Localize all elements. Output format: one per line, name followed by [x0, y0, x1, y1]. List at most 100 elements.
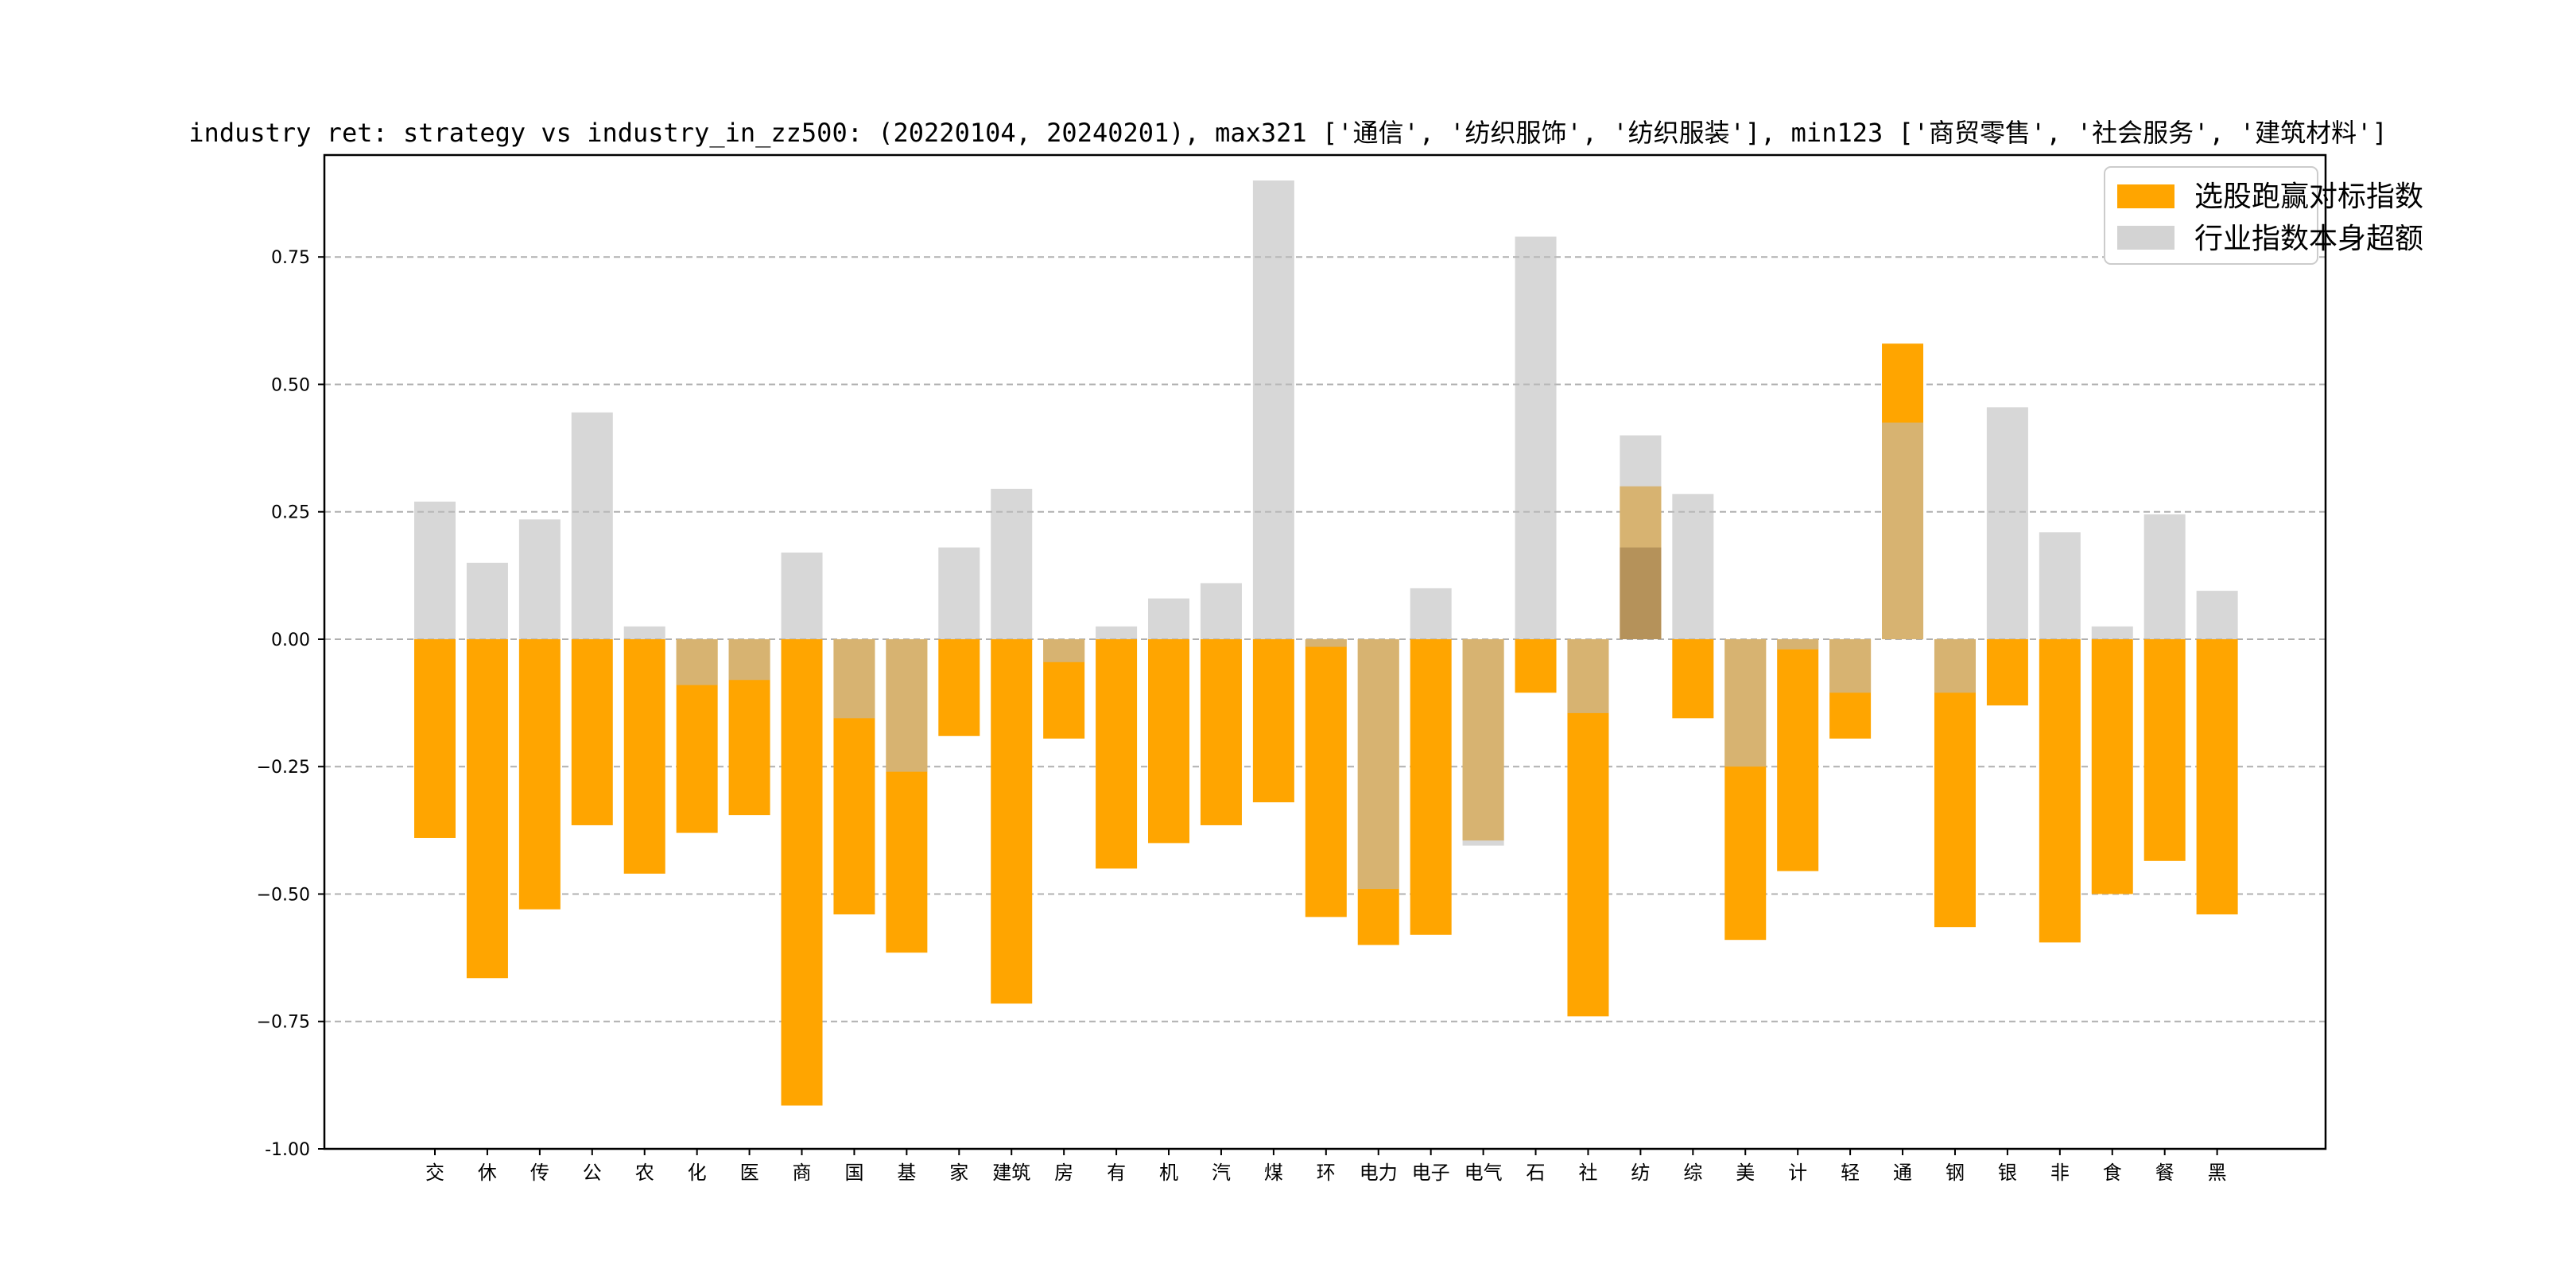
bar-strategy	[571, 638, 613, 825]
x-category-label: 机	[1159, 1162, 1178, 1184]
x-category-label: 纺	[1631, 1162, 1650, 1184]
y-tick-label: 0.50	[271, 375, 310, 395]
bar-strategy	[2039, 638, 2081, 943]
bar-industry	[1096, 626, 1138, 639]
x-category-label: 建筑	[992, 1162, 1030, 1184]
bar-industry	[833, 638, 875, 719]
bar-industry	[1620, 435, 1662, 639]
bar-industry	[1410, 588, 1452, 639]
bar-industry	[1934, 638, 1976, 693]
x-category-label: 交	[425, 1162, 444, 1184]
x-category-label: 环	[1317, 1162, 1336, 1184]
bar-industry	[886, 638, 928, 772]
bar-strategy	[1252, 638, 1294, 803]
x-category-labels: 交 休 传 公 农 化 医 商 国 基 家 建筑 房 有 机 汽 煤 环 电力 电子 电气 石 社 纺 综 美 计 轻 通 钢 银 非 食 餐 黑	[425, 1149, 2227, 1184]
bar-industry	[1515, 236, 1557, 639]
bar-industry	[938, 547, 980, 639]
x-category-label: 餐	[2155, 1162, 2174, 1184]
x-category-label: 商	[793, 1162, 812, 1184]
bar-industry	[1252, 180, 1294, 639]
x-category-label: 农	[635, 1162, 654, 1184]
bar-overlay	[1620, 547, 1662, 639]
bar-industry	[2143, 514, 2186, 639]
legend-swatch-industry	[2117, 226, 2174, 250]
x-category-label: 房	[1054, 1162, 1073, 1184]
bar-industry	[1148, 598, 1190, 639]
bar-strategy	[938, 638, 980, 736]
bar-strategy	[1777, 638, 1819, 871]
x-category-label: 化	[688, 1162, 707, 1184]
x-category-label: 轻	[1841, 1162, 1860, 1184]
x-category-label: 公	[583, 1162, 602, 1184]
y-tick-label: −0.25	[257, 758, 310, 778]
bar-strategy	[1986, 638, 2028, 706]
x-category-label: 社	[1578, 1162, 1597, 1184]
bar-strategy	[1305, 638, 1347, 918]
bar-strategy	[1515, 638, 1557, 693]
bar-industry	[1357, 638, 1399, 890]
bar-industry	[2196, 591, 2238, 639]
x-category-label: 电子	[1412, 1162, 1450, 1184]
axes	[323, 153, 2327, 1150]
bar-strategy	[2143, 638, 2186, 861]
x-category-label: 国	[844, 1162, 863, 1184]
x-category-label: 钢	[1946, 1162, 1965, 1184]
y-tick-label: -1.00	[265, 1140, 310, 1160]
bar-industry	[676, 638, 718, 685]
bar-industry	[2039, 532, 2081, 639]
y-tick-label: 0.00	[271, 630, 310, 650]
bar-industry	[1672, 494, 1714, 639]
bar-industry	[1200, 583, 1242, 639]
x-category-label: 家	[949, 1162, 968, 1184]
x-category-label: 非	[2050, 1162, 2070, 1184]
bar-industry	[1462, 638, 1504, 846]
bar-industry	[991, 488, 1033, 639]
bar-industry	[1305, 638, 1347, 647]
x-category-label: 美	[1736, 1162, 1755, 1184]
bar-strategy	[991, 638, 1033, 1004]
x-category-label: 黑	[2208, 1162, 2227, 1184]
x-category-label: 通	[1893, 1162, 1912, 1184]
bar-industry	[1567, 638, 1609, 713]
bar-industry	[518, 519, 561, 639]
x-category-label: 基	[897, 1162, 916, 1184]
x-category-label: 休	[478, 1162, 497, 1184]
bar-industry	[1777, 638, 1819, 650]
bar-industry	[781, 553, 823, 639]
bar-strategy	[1096, 638, 1138, 869]
legend-swatch-strategy	[2117, 184, 2174, 208]
bar-strategy	[781, 638, 823, 1106]
y-tick-label: −0.50	[257, 885, 310, 905]
bar-strategy	[1672, 638, 1714, 719]
y-tick-label: −0.75	[257, 1013, 310, 1033]
y-tick-label: 0.75	[271, 248, 310, 268]
bar-industry	[2091, 626, 2133, 639]
bar-industry	[571, 412, 613, 639]
x-category-label: 计	[1788, 1162, 1807, 1184]
bar-industry	[414, 501, 456, 639]
bar-strategy	[1148, 638, 1190, 844]
x-category-label: 银	[1998, 1162, 2017, 1184]
legend-label-strategy: 选股跑赢对标指数	[2194, 180, 2423, 213]
bars	[414, 180, 2238, 1106]
bar-strategy	[623, 638, 665, 874]
bar-industry	[1882, 422, 1924, 639]
x-category-label: 煤	[1264, 1162, 1283, 1184]
x-category-label: 电力	[1360, 1162, 1398, 1184]
bar-industry	[623, 626, 665, 639]
bar-strategy	[1410, 638, 1452, 935]
bar-strategy	[414, 638, 456, 838]
x-category-label: 传	[530, 1162, 549, 1184]
y-tick-labels: -1.00 −0.75 −0.50 −0.25 0.00 0.25 0.50 0.75	[257, 248, 324, 1160]
x-category-label: 石	[1527, 1162, 1546, 1184]
x-category-label: 食	[2103, 1162, 2122, 1184]
bar-industry	[1829, 638, 1872, 693]
chart-title: industry ret: strategy vs industry_in_zz…	[188, 118, 2387, 148]
x-category-label: 电气	[1465, 1162, 1503, 1184]
bar-industry	[1986, 407, 2028, 639]
plot-frame	[323, 153, 2327, 1150]
bar-industry	[466, 562, 508, 639]
bar-strategy	[466, 638, 508, 979]
bar-strategy	[518, 638, 561, 910]
bar-strategy	[2091, 638, 2133, 894]
